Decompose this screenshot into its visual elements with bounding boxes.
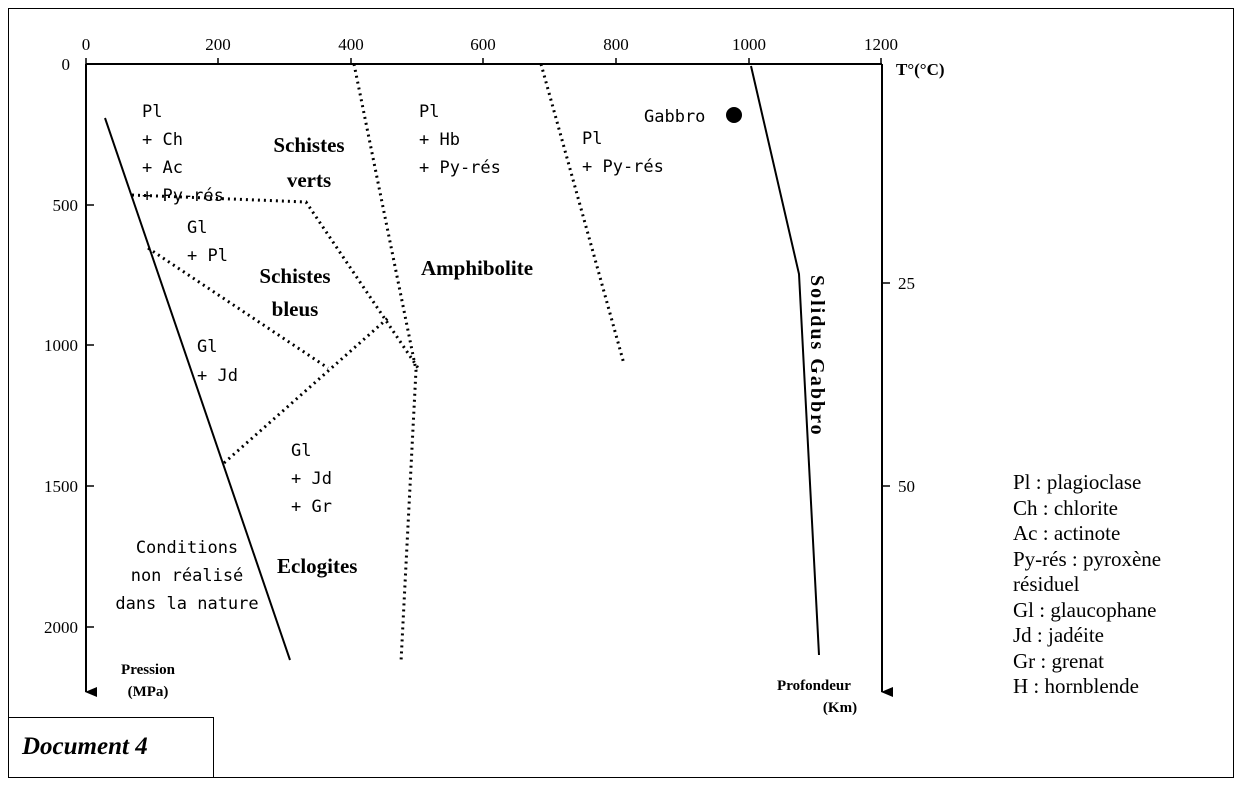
temperature-ticks [85, 58, 882, 64]
assemblage-granul-2: + Py-rés [582, 157, 664, 177]
gabbro-point [726, 107, 742, 123]
solidus-label: Solidus Gabbro [806, 275, 828, 437]
conditions-line-3: dans la nature [115, 594, 258, 614]
assemblage-eclo-3: + Gr [291, 497, 332, 517]
assemblage-amph-3: + Py-rés [419, 158, 501, 178]
conditions-line-2: non réalisé [131, 566, 244, 586]
assemblage-jd-2: + Jd [197, 366, 238, 386]
gabbro-label: Gabbro [644, 107, 705, 127]
assemblage-amph-2: + Hb [419, 130, 460, 150]
assemblage-jd-1: Gl [197, 337, 217, 357]
depth-ticks [882, 282, 890, 487]
assemblage-green-2: + Ch [142, 130, 183, 150]
t-tick-600: 600 [470, 35, 496, 54]
document-title: Document 4 [22, 733, 148, 760]
t-tick-1200: 1200 [864, 35, 898, 54]
p-tick-1000: 1000 [44, 336, 78, 355]
legend-item: Jd : jadéite [1013, 623, 1104, 647]
depth-axis-label-1: Profondeur [777, 678, 851, 694]
document-box [8, 717, 214, 778]
natural-limit-line [104, 117, 291, 661]
facies-schistes-verts-1: Schistes [273, 133, 344, 157]
solidus-line [750, 65, 820, 656]
eclogite-boundary [223, 316, 389, 465]
legend-item: Ac : actinote [1013, 521, 1121, 545]
depth-tick-25: 25 [898, 274, 915, 293]
assemblage-green-3: + Ac [142, 158, 183, 178]
legend-item: Pl : plagioclase [1013, 470, 1142, 494]
legend-item: Ch : chlorite [1013, 495, 1118, 520]
assemblage-blue-1: Gl [187, 218, 207, 238]
pressure-axis-label-2: (MPa) [128, 684, 169, 700]
legend-item: H : hornblende [1013, 674, 1139, 698]
p-tick-1500: 1500 [44, 477, 78, 496]
facies-boundaries [131, 63, 626, 663]
facies-amphibolite: Amphibolite [421, 256, 533, 280]
t-tick-200: 200 [205, 35, 231, 54]
blue-schist-boundary [147, 246, 329, 370]
temperature-axis-label: T°(°C) [896, 60, 945, 79]
assemblage-amph-1: Pl [419, 102, 439, 122]
facies-eclogites: Eclogites [277, 554, 357, 578]
legend-item: Py-rés : pyroxène [1013, 546, 1162, 571]
legend: Pl : plagioclase Ch : chlorite Ac : acti… [1013, 470, 1161, 700]
assemblage-blue-2: + Pl [187, 246, 228, 266]
assemblage-eclo-2: + Jd [291, 469, 332, 489]
p-tick-2000: 2000 [44, 618, 78, 637]
pressure-axis-label-1: Pression [121, 662, 176, 678]
depth-tick-50: 50 [898, 477, 915, 496]
facies-schistes-bleus-2: bleus [272, 297, 319, 321]
t-tick-400: 400 [338, 35, 364, 54]
t-tick-800: 800 [603, 35, 629, 54]
conditions-line-1: Conditions [136, 538, 238, 558]
legend-item: Gr : grenat [1013, 648, 1104, 673]
legend-item: résiduel [1013, 572, 1080, 596]
figure-frame [8, 8, 1234, 778]
assemblage-green-4: + Py-rés [142, 186, 224, 206]
assemblage-granul-1: Pl [582, 129, 602, 149]
legend-item: Gl : glaucophane [1013, 597, 1157, 622]
green-schist-boundary [131, 193, 420, 369]
p-tick-500: 500 [53, 196, 79, 215]
assemblage-eclo-1: Gl [291, 441, 311, 461]
facies-schistes-bleus-1: Schistes [259, 264, 330, 288]
granulite-boundary [539, 63, 626, 365]
depth-axis-label-2: (Km) [823, 700, 857, 716]
amphibolite-boundary [352, 63, 418, 663]
t-tick-1000: 1000 [732, 35, 766, 54]
facies-schistes-verts-2: verts [287, 168, 331, 192]
assemblage-green-1: Pl [142, 102, 162, 122]
t-tick-0: 0 [82, 35, 91, 54]
pressure-ticks [86, 204, 94, 628]
p-tick-0: 0 [62, 55, 71, 74]
